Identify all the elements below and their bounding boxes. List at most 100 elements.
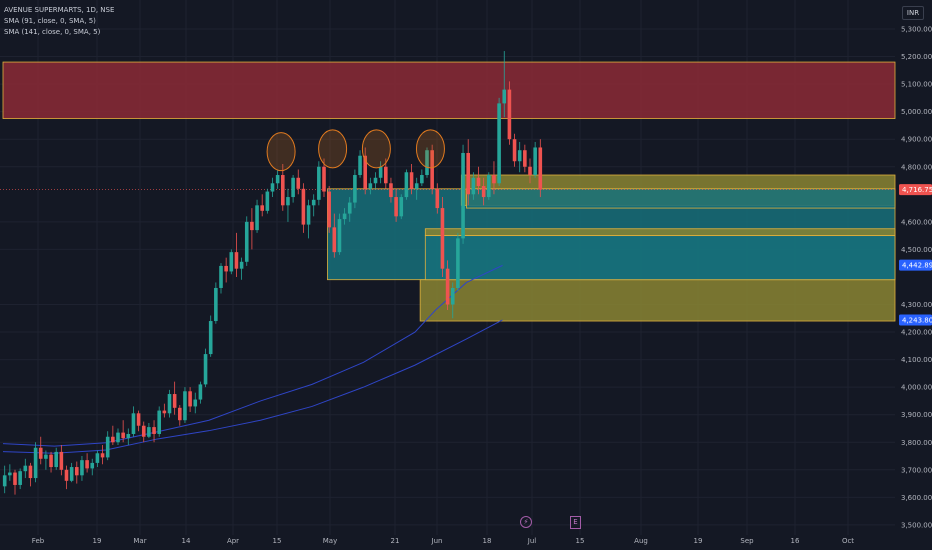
time-tick-label: Sep xyxy=(740,537,754,545)
candle-down xyxy=(363,155,367,189)
candle-down xyxy=(476,177,481,187)
candle-down xyxy=(28,465,33,479)
candles xyxy=(2,51,543,495)
candle-up xyxy=(90,462,95,469)
symbol-title[interactable]: AVENUE SUPERMARTS, 1D, NSE xyxy=(4,6,115,14)
candle-up xyxy=(116,432,120,443)
candle-up xyxy=(275,175,280,184)
price-tick-label: 4,500.00 xyxy=(901,246,932,254)
price-tick-label: 4,800.00 xyxy=(901,163,932,171)
candle-down xyxy=(523,150,527,167)
pattern-circle xyxy=(361,129,391,169)
candle-up xyxy=(214,287,218,322)
earnings-event-icon[interactable]: E xyxy=(570,516,581,529)
sma-lines xyxy=(2,264,503,454)
candle-down xyxy=(59,451,64,470)
candle-down xyxy=(152,427,156,434)
candle-up xyxy=(198,384,203,400)
price-tick-label: 5,200.00 xyxy=(901,53,932,61)
time-tick-label: 15 xyxy=(273,537,282,545)
candle-up xyxy=(95,453,100,463)
candle-up xyxy=(8,472,12,476)
time-tick-label: Feb xyxy=(32,537,45,545)
candle-up xyxy=(487,175,491,198)
candle-down xyxy=(327,191,331,228)
candle-down xyxy=(481,186,486,198)
candle-down xyxy=(49,454,53,468)
candle-down xyxy=(188,391,192,407)
dividend-event-icon[interactable]: ⚡ xyxy=(520,516,532,528)
candle-down xyxy=(538,147,543,190)
price-tick-label: 5,000.00 xyxy=(901,108,932,116)
candle-up xyxy=(306,205,311,225)
candle-down xyxy=(512,139,517,162)
candle-up xyxy=(244,221,249,262)
candle-down xyxy=(301,188,306,225)
candle-up xyxy=(291,177,295,198)
candle-up xyxy=(286,197,290,206)
candle-down xyxy=(332,227,337,253)
time-tick-label: 15 xyxy=(576,537,585,545)
candle-up xyxy=(126,433,131,439)
price-tick-label: 3,800.00 xyxy=(901,439,932,447)
indicator-legend: AVENUE SUPERMARTS, 1D, NSE SMA (91, clos… xyxy=(4,5,114,38)
candle-up xyxy=(18,471,22,485)
candle-up xyxy=(533,147,537,176)
candle-up xyxy=(270,183,275,192)
candle-down xyxy=(178,407,182,421)
currency-label[interactable]: INR xyxy=(902,6,924,20)
candle-up xyxy=(255,205,259,231)
candle-down xyxy=(136,413,141,426)
candle-up xyxy=(317,166,321,200)
price-tick-label: 4,200.00 xyxy=(901,329,932,337)
time-tick-label: 18 xyxy=(483,537,492,545)
candle-down xyxy=(435,188,440,209)
zone-rect xyxy=(2,61,896,119)
candle-up xyxy=(461,152,465,239)
price-label-text: 4,716.75 xyxy=(902,186,932,194)
price-tick-label: 3,600.00 xyxy=(901,494,932,502)
candle-down xyxy=(100,453,105,458)
candle-down xyxy=(121,432,125,439)
candle-down xyxy=(172,394,177,408)
candle-up xyxy=(23,465,28,472)
time-tick-label: Apr xyxy=(227,537,239,545)
time-tick-label: 14 xyxy=(182,537,191,545)
pattern-circles xyxy=(266,129,445,172)
candle-up xyxy=(404,172,409,198)
time-tick-label: Jul xyxy=(527,537,537,545)
candle-up xyxy=(147,427,151,437)
pattern-circle xyxy=(266,132,296,172)
time-tick-label: Jun xyxy=(431,537,443,545)
candle-down xyxy=(224,265,228,272)
candle-up xyxy=(105,436,110,458)
candle-up xyxy=(219,265,223,288)
price-label-badge xyxy=(899,259,932,271)
candle-up xyxy=(358,155,362,176)
time-tick-label: Aug xyxy=(634,537,648,545)
candle-up xyxy=(425,150,429,176)
sma-91-legend[interactable]: SMA (91, close, 0, SMA, 5) xyxy=(4,17,96,25)
candle-up xyxy=(80,460,84,476)
zone-rect xyxy=(466,188,896,209)
sma-141-legend[interactable]: SMA (141, close, 0, SMA, 5) xyxy=(4,28,101,36)
candle-up xyxy=(342,213,347,220)
candle-up xyxy=(193,399,198,407)
candle-down xyxy=(389,183,393,198)
price-tick-label: 4,300.00 xyxy=(901,301,932,309)
candle-up xyxy=(229,252,234,272)
price-tick-label: 4,000.00 xyxy=(901,384,932,392)
time-tick-label: 19 xyxy=(93,537,102,545)
candle-up xyxy=(497,103,501,184)
candle-up xyxy=(456,238,460,288)
candle-up xyxy=(131,413,136,434)
candle-up xyxy=(373,177,378,184)
candle-up xyxy=(33,447,38,479)
candle-up xyxy=(203,354,208,385)
candle-down xyxy=(384,166,388,184)
candle-down xyxy=(322,166,326,192)
price-tick-label: 5,100.00 xyxy=(901,81,932,89)
candle-down xyxy=(394,197,398,217)
candle-up xyxy=(378,166,383,178)
